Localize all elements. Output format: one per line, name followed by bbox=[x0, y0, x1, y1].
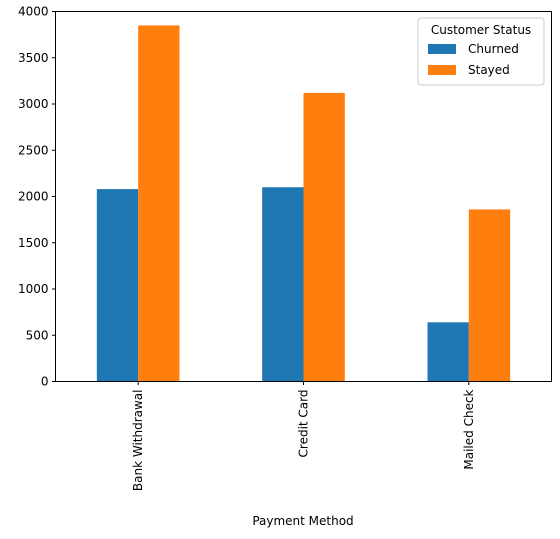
y-axis: 0 500 1000 1500 2000 2500 3000 3500 4000 bbox=[18, 5, 56, 389]
bar-churned-2 bbox=[428, 322, 469, 381]
legend-title: Customer Status bbox=[431, 23, 531, 37]
legend-label-churned: Churned bbox=[468, 42, 519, 56]
y-tick-label-5: 2500 bbox=[18, 143, 49, 157]
legend-swatch-stayed bbox=[428, 65, 456, 75]
x-tick-label-1: Credit Card bbox=[297, 390, 311, 458]
x-tick-label-2: Mailed Check bbox=[462, 389, 476, 469]
legend: Customer Status Churned Stayed bbox=[418, 18, 544, 85]
y-tick-label-1: 500 bbox=[26, 328, 49, 342]
bar-stayed-2 bbox=[469, 209, 510, 381]
y-tick-label-2: 1000 bbox=[18, 282, 49, 296]
legend-swatch-churned bbox=[428, 44, 456, 54]
bar-stayed-0 bbox=[138, 25, 179, 381]
y-tick-label-7: 3500 bbox=[18, 51, 49, 65]
y-tick-label-3: 1500 bbox=[18, 236, 49, 250]
legend-label-stayed: Stayed bbox=[468, 63, 510, 77]
y-tick-label-4: 2000 bbox=[18, 190, 49, 204]
bar-stayed-1 bbox=[304, 93, 345, 382]
bar-churned-1 bbox=[262, 187, 303, 381]
x-axis: Bank Withdrawal Credit Card Mailed Check bbox=[131, 382, 476, 492]
y-tick-label-6: 3000 bbox=[18, 97, 49, 111]
x-tick-label-0: Bank Withdrawal bbox=[131, 390, 145, 492]
bar-churned-0 bbox=[97, 189, 138, 381]
x-axis-label: Payment Method bbox=[252, 514, 353, 528]
y-tick-label-8: 4000 bbox=[18, 5, 49, 19]
y-tick-label-0: 0 bbox=[41, 375, 49, 389]
